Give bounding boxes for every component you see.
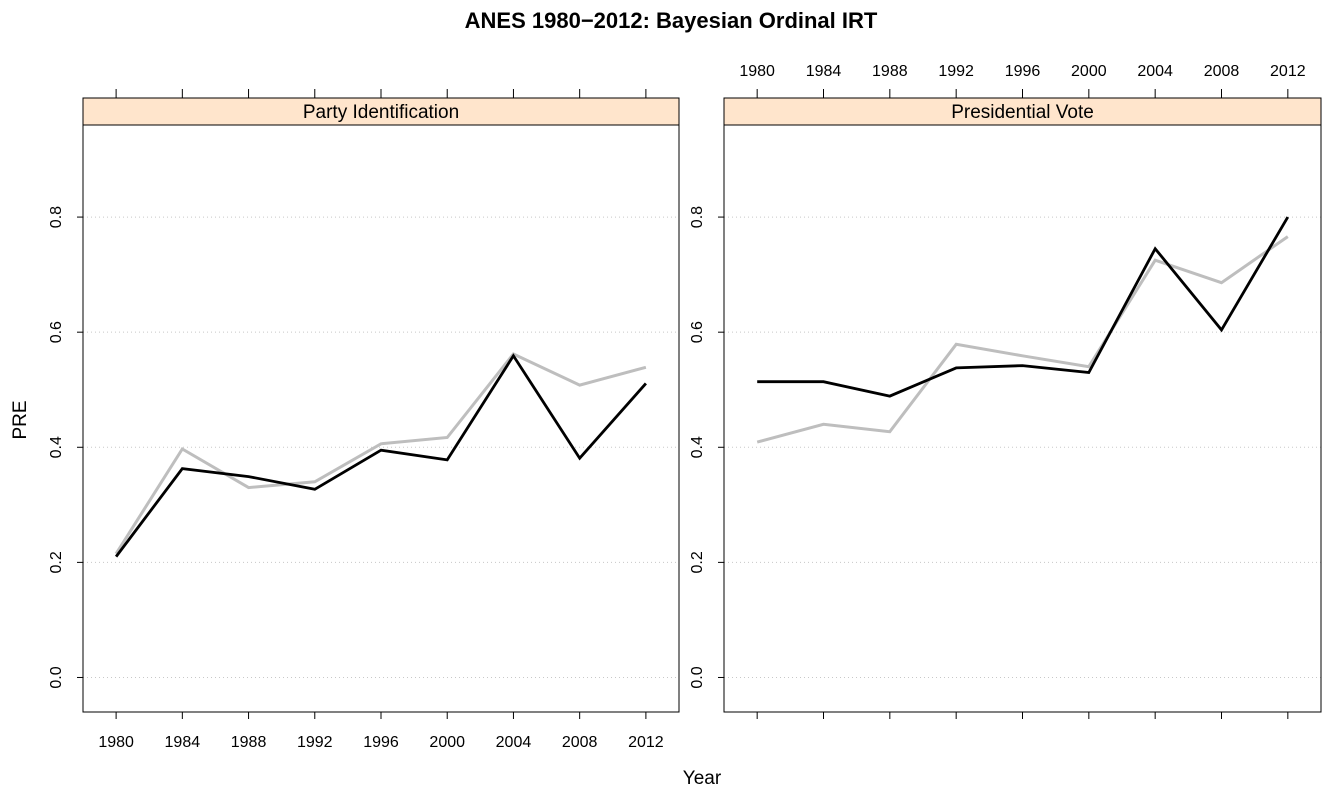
panel-frame: [723, 97, 1322, 713]
x-tick-label: 1996: [363, 734, 399, 751]
panel-1: Party Identification 0.0 0.2 0.4 0.6 0.8 1980 1…: [48, 89, 680, 751]
x-tick-label: 1988: [872, 63, 908, 80]
series-line-black: [757, 216, 1290, 398]
x-tick-label: 1980: [98, 734, 134, 751]
y-tick-label: 0.8: [689, 206, 706, 228]
y-tick-label: 0.4: [689, 436, 706, 458]
y-tick-label: 0.6: [689, 321, 706, 343]
y-tick-label: 0.2: [689, 551, 706, 573]
y-tick-label: 0.8: [48, 206, 65, 228]
y-tick-label: 0.0: [48, 666, 65, 688]
y-axis-title: PRE: [10, 400, 31, 439]
panels-group: Party Identification 0.0 0.2 0.4 0.6 0.8 1980 1…: [48, 63, 1322, 751]
x-tick-label: 1984: [806, 63, 842, 80]
y-tick-label: 0.0: [689, 666, 706, 688]
series-line-black: [114, 353, 647, 558]
y-tick-label: 0.6: [48, 321, 65, 343]
x-tick-label: 1996: [1005, 63, 1041, 80]
x-axis-title: Year: [683, 768, 722, 789]
x-tick-label: 2004: [496, 734, 532, 751]
panel-strip-label: Party Identification: [303, 102, 459, 123]
x-tick-label: 1992: [297, 734, 333, 751]
x-tick-label: 2008: [562, 734, 598, 751]
x-tick-label: 1980: [739, 63, 775, 80]
x-tick-label: 2000: [1071, 63, 1107, 80]
panel-frame: [82, 97, 680, 713]
series-line-grey: [756, 235, 1289, 444]
panel-strip: [82, 97, 680, 126]
x-tick-label: 1992: [938, 63, 974, 80]
x-tick-label: 2008: [1204, 63, 1240, 80]
x-tick-label: 2012: [628, 734, 664, 751]
chart-title: ANES 1980−2012: Bayesian Ordinal IRT: [465, 8, 878, 33]
x-tick-label: 1984: [165, 734, 201, 751]
x-tick-label: 1988: [231, 734, 267, 751]
panel-2: Presidential Vote 0.0 0.2 0.4 0.6 0.8 1980 1984…: [689, 63, 1322, 719]
x-tick-label: 2012: [1270, 63, 1306, 80]
x-tick-label: 2000: [429, 734, 465, 751]
series-line-grey: [114, 352, 647, 555]
y-tick-label: 0.4: [48, 436, 65, 458]
y-tick-label: 0.2: [48, 551, 65, 573]
x-tick-label: 2004: [1137, 63, 1173, 80]
panel-strip-label: Presidential Vote: [951, 102, 1094, 123]
